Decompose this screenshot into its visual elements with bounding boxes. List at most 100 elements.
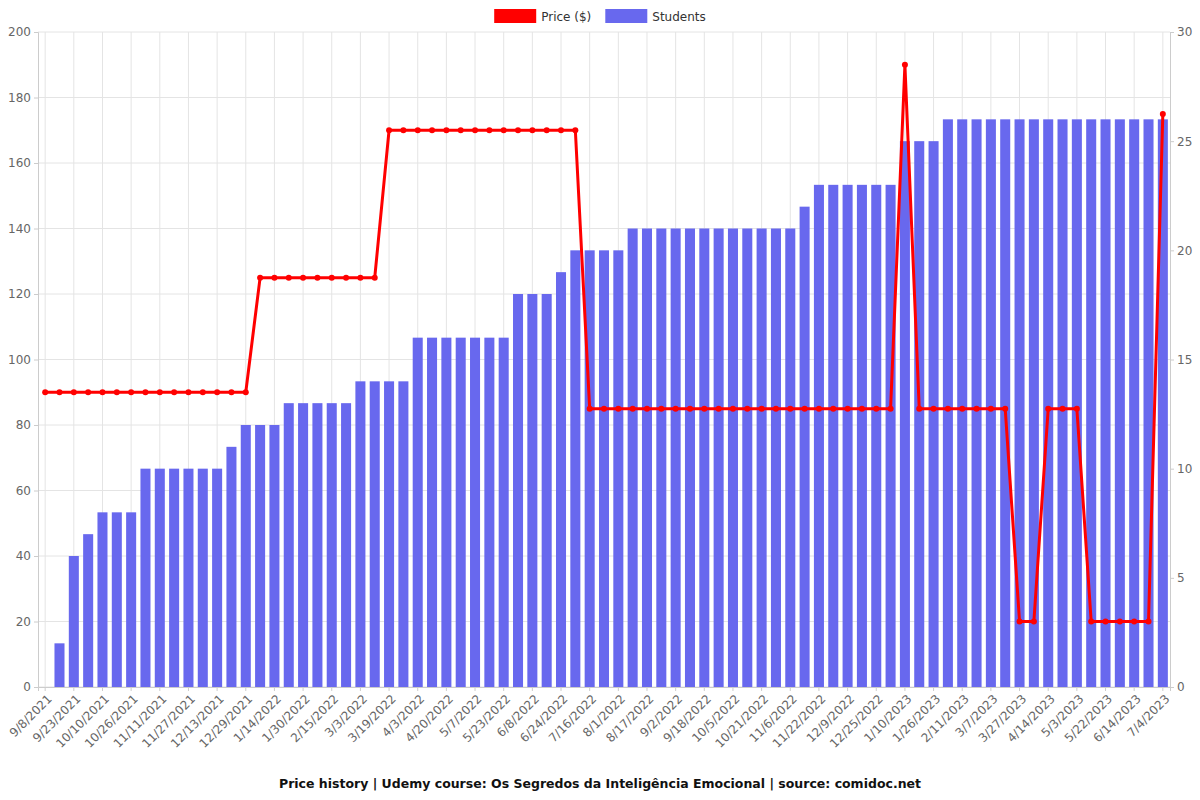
marker	[730, 406, 736, 412]
bar	[470, 338, 480, 687]
tick: 10	[1170, 462, 1192, 476]
marker	[1060, 406, 1066, 412]
bar	[757, 229, 767, 688]
bar	[212, 469, 222, 687]
bar	[298, 403, 308, 687]
bar	[499, 338, 509, 687]
chart: 0204060801001201401601802000510152025309…	[0, 0, 1200, 800]
bar	[1043, 119, 1053, 687]
bar	[671, 229, 681, 688]
marker	[759, 406, 765, 412]
tick: 120	[8, 287, 38, 301]
tick: 7/4/2023	[1124, 687, 1172, 740]
marker	[458, 127, 464, 133]
tick-label: 10	[1177, 462, 1192, 476]
bar	[957, 119, 967, 687]
tick-label: 0	[1177, 680, 1185, 694]
marker	[1031, 619, 1037, 625]
bar	[628, 229, 638, 688]
marker	[228, 389, 234, 395]
tick-mark	[360, 687, 361, 691]
bar	[986, 119, 996, 687]
tick-mark	[933, 687, 934, 691]
tick-label: 25	[1177, 135, 1192, 149]
bar	[556, 272, 566, 687]
bar	[427, 338, 437, 687]
tick-mark	[1170, 360, 1174, 361]
bar	[370, 381, 380, 687]
marker	[859, 406, 865, 412]
bar	[140, 469, 150, 687]
tick-mark	[34, 360, 38, 361]
bar	[355, 381, 365, 687]
marker	[42, 389, 48, 395]
tick-mark	[159, 687, 160, 691]
bar	[771, 229, 781, 688]
tick-label: 5	[1177, 571, 1185, 585]
tick-mark	[1170, 469, 1174, 470]
bar	[914, 141, 924, 687]
bar	[1072, 119, 1082, 687]
bar	[54, 643, 64, 687]
marker	[959, 406, 965, 412]
marker	[974, 406, 980, 412]
tick-mark	[990, 687, 991, 691]
tick-mark	[34, 229, 38, 230]
tick-label: 20	[16, 615, 31, 629]
marker	[658, 406, 664, 412]
marker	[372, 275, 378, 281]
marker	[185, 389, 191, 395]
marker	[56, 389, 62, 395]
tick: 0	[1170, 680, 1185, 694]
legend-swatch	[605, 9, 647, 23]
marker	[587, 406, 593, 412]
tick: 40	[16, 549, 38, 563]
bar	[714, 229, 724, 688]
marker	[1117, 619, 1123, 625]
marker	[701, 406, 707, 412]
bar	[785, 229, 795, 688]
marker	[472, 127, 478, 133]
bar	[441, 338, 451, 687]
bar	[198, 469, 208, 687]
tick-mark	[847, 687, 848, 691]
tick-label: 120	[8, 287, 31, 301]
tick-mark	[503, 687, 504, 691]
tick: 0	[23, 680, 38, 694]
tick-mark	[1170, 578, 1174, 579]
tick-mark	[45, 687, 46, 691]
bar	[312, 403, 322, 687]
marker	[429, 127, 435, 133]
grid-line	[38, 97, 1170, 98]
y2-axis: 051015202530	[1170, 25, 1192, 694]
marker	[71, 389, 77, 395]
tick-mark	[761, 687, 762, 691]
bar	[929, 141, 939, 687]
marker	[271, 275, 277, 281]
marker	[415, 127, 421, 133]
tick-mark	[1134, 687, 1135, 691]
bar	[83, 534, 93, 687]
tick-mark	[303, 687, 304, 691]
marker	[1045, 406, 1051, 412]
bar	[255, 425, 265, 687]
marker	[931, 406, 937, 412]
tick-mark	[131, 687, 132, 691]
marker	[357, 275, 363, 281]
bar	[398, 381, 408, 687]
bar	[570, 250, 580, 687]
bar	[814, 185, 824, 687]
bar	[327, 403, 337, 687]
plot-area	[42, 62, 1168, 687]
tick-mark	[1170, 141, 1174, 142]
tick-mark	[73, 687, 74, 691]
bar	[886, 185, 896, 687]
tick-mark	[102, 687, 103, 691]
legend-label: Students	[652, 10, 706, 24]
tick-mark	[589, 687, 590, 691]
tick-mark	[1019, 687, 1020, 691]
axis-line	[34, 33, 39, 688]
bar	[155, 469, 165, 687]
bar	[69, 556, 79, 687]
marker	[544, 127, 550, 133]
